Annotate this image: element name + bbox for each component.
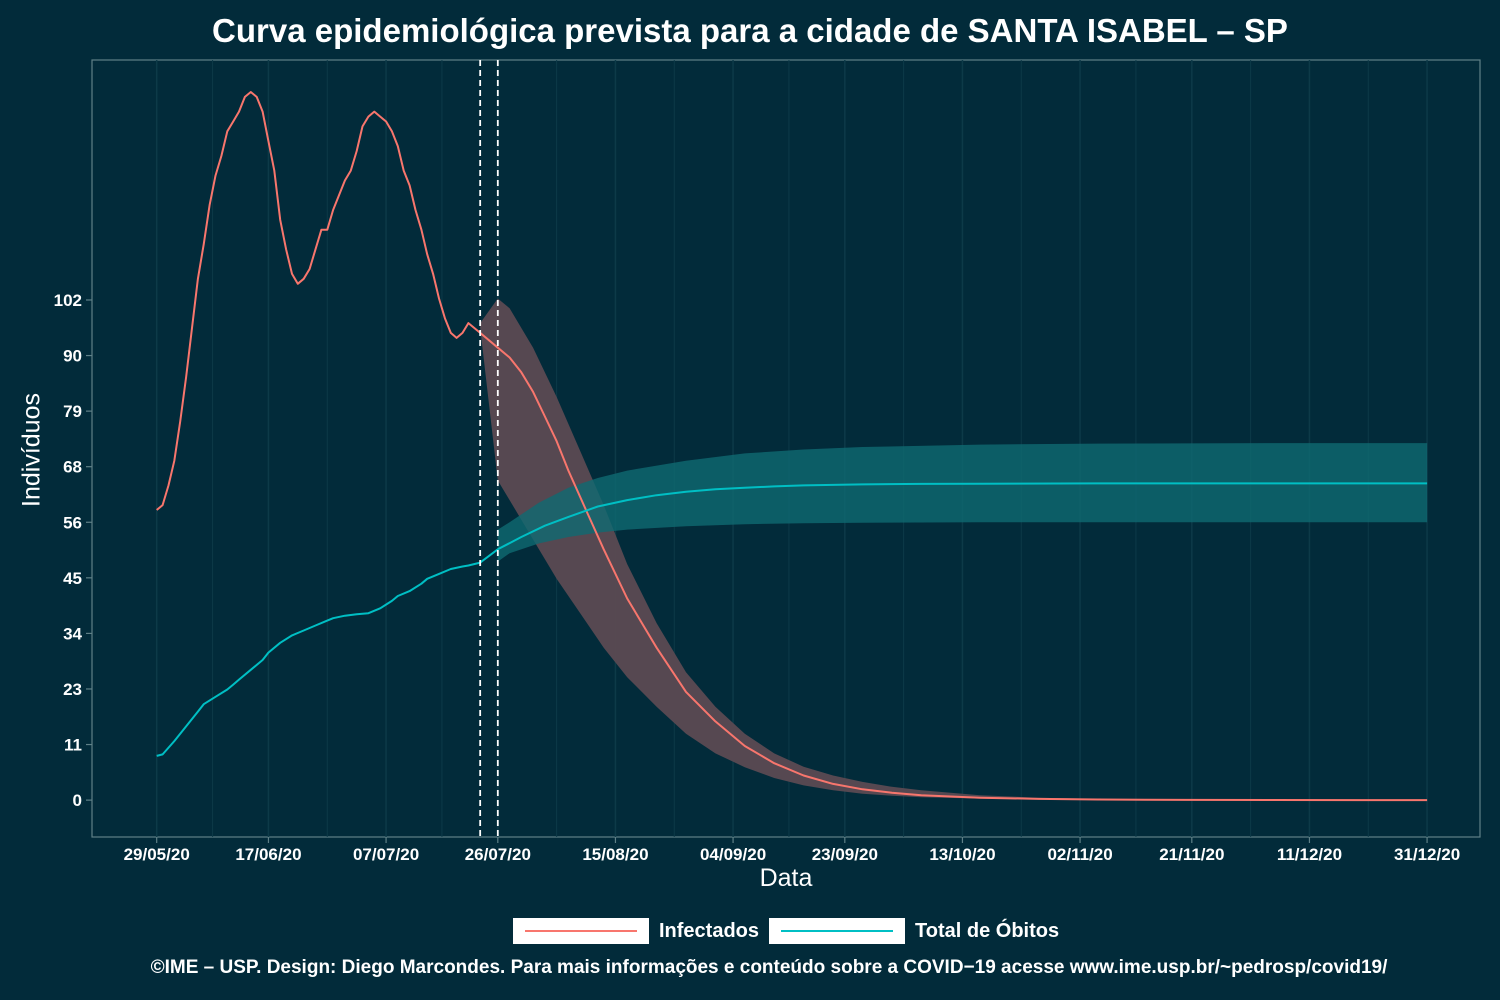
- chart-title: Curva epidemiológica prevista para a cid…: [212, 12, 1288, 49]
- x-tick-label-5: 04/09/20: [700, 845, 766, 864]
- series-line-obitos: [156, 482, 1428, 757]
- x-tick-label-10: 11/12/20: [1277, 845, 1342, 864]
- legend-key-infectados: [513, 918, 649, 944]
- y-tick-label-1: 11: [64, 736, 82, 755]
- y-tick-label-5: 56: [63, 513, 82, 532]
- x-tick-label-8: 02/11/20: [1047, 845, 1112, 864]
- x-tick-label-9: 21/11/20: [1159, 845, 1224, 864]
- x-axis-label: Data: [759, 864, 813, 892]
- x-tick-label-6: 23/09/20: [812, 845, 878, 864]
- x-tick-label-7: 13/10/20: [929, 845, 995, 864]
- x-tick-label-11: 31/12/20: [1394, 845, 1460, 864]
- series-line-infectados: [156, 91, 1428, 802]
- y-tick-label-4: 45: [63, 569, 82, 588]
- y-tick-label-8: 90: [63, 347, 82, 366]
- legend-label-obitos: Total de Óbitos: [915, 919, 1060, 942]
- x-tick-label-2: 07/07/20: [353, 845, 419, 864]
- y-tick-label-6: 68: [63, 458, 82, 477]
- legend-key-obitos: [769, 918, 906, 944]
- legend-item-obitos: Total de Óbitos: [769, 918, 1059, 944]
- x-tick-label-1: 17/06/20: [235, 845, 301, 864]
- legend-label-infectados: Infectados: [659, 919, 760, 942]
- band-obitos: [497, 443, 1428, 562]
- y-tick-label-7: 79: [63, 402, 82, 421]
- x-tick-label-4: 15/08/20: [582, 845, 648, 864]
- footer-credits: ©IME – USP. Design: Diego Marcondes. Par…: [150, 957, 1388, 978]
- y-tick-label-0: 0: [73, 791, 82, 810]
- y-tick-label-3: 34: [63, 624, 82, 643]
- y-axis-label: Indivíduos: [17, 393, 46, 507]
- legend: Infectados Total de Óbitos: [513, 918, 1059, 944]
- y-tick-label-9: 102: [54, 291, 82, 310]
- x-tick-label-0: 29/05/20: [124, 845, 190, 864]
- legend-item-infectados: Infectados: [513, 918, 759, 944]
- y-tick-label-2: 23: [63, 680, 82, 699]
- x-tick-label-3: 26/07/20: [465, 845, 531, 864]
